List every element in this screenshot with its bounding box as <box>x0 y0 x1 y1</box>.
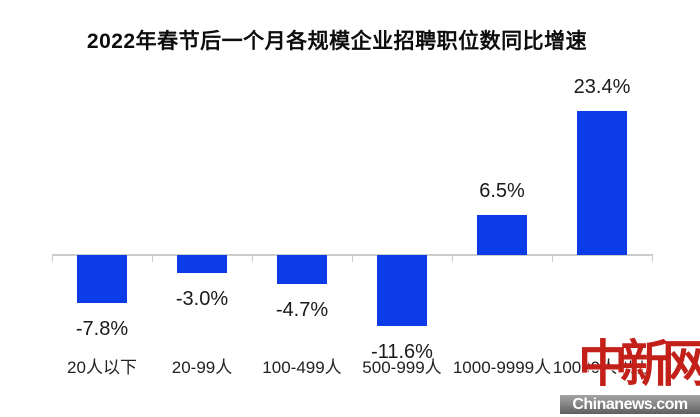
bar-100-499 <box>277 255 327 284</box>
axis-tick <box>152 254 153 262</box>
axis-tick <box>452 254 453 262</box>
bar-under-20 <box>77 255 127 304</box>
category-label: 1000-9999人 <box>452 358 552 377</box>
bar-over-10000 <box>577 110 627 255</box>
category-label: 10000人以上 <box>552 358 652 377</box>
value-label: 23.4% <box>573 75 631 98</box>
chart-title: 2022年春节后一个月各规模企业招聘职位数同比增速 <box>86 30 588 53</box>
chinanews-logo: 中新网 <box>578 336 700 392</box>
axis-tick <box>552 254 553 262</box>
bar-500-999 <box>377 255 427 327</box>
value-label: -7.8% <box>75 318 129 341</box>
value-label: -4.7% <box>275 298 329 321</box>
chinanews-banner: Chinanews.com <box>560 395 700 414</box>
axis-tick <box>652 254 653 262</box>
chinanews-url: Chinanews.com <box>572 396 688 413</box>
axis-tick <box>352 254 353 262</box>
value-label: 6.5% <box>479 179 525 202</box>
category-label: 20-99人 <box>171 358 233 377</box>
axis-tick <box>252 254 253 262</box>
bar-20-99 <box>177 255 227 274</box>
category-label: 500-999人 <box>362 358 442 377</box>
value-label: -3.0% <box>175 288 229 311</box>
category-label: 100-499人 <box>262 358 342 377</box>
category-label: 20人以下 <box>67 358 137 377</box>
bar-1000-9999 <box>477 214 527 255</box>
axis-tick <box>52 254 53 262</box>
value-label: -11.6% <box>371 341 433 364</box>
